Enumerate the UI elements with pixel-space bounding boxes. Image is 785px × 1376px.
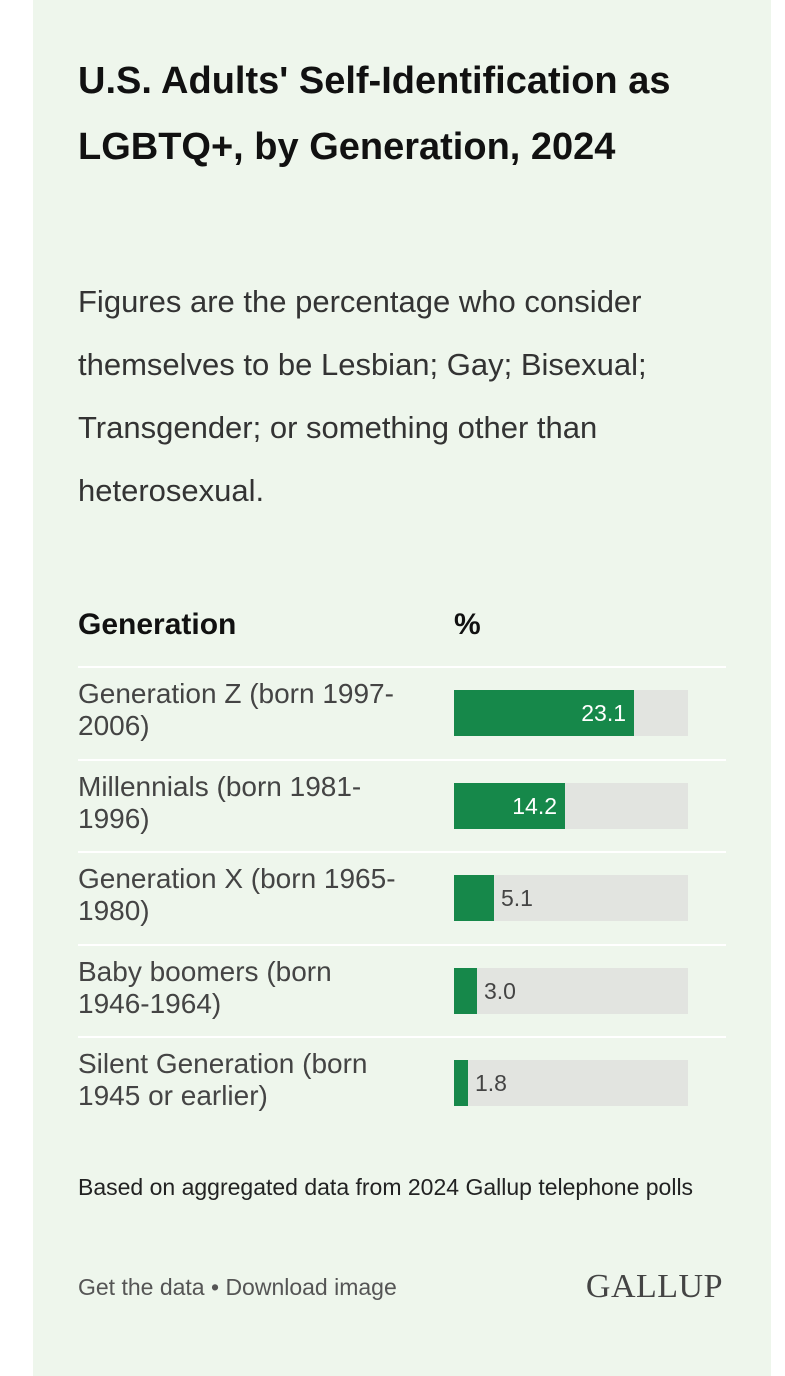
value-label: 23.1: [581, 700, 626, 726]
row-separator: [78, 1036, 726, 1038]
row-separator: [78, 851, 726, 853]
category-label: Baby boomers (born 1946-1964): [78, 956, 332, 1019]
row-separator: [78, 759, 726, 761]
category-label: Millennials (born 1981-1996): [78, 771, 362, 834]
bar: [454, 783, 565, 829]
row-separator: [78, 944, 726, 946]
bar-track: [454, 968, 688, 1014]
column-header-generation: Generation: [78, 608, 237, 641]
column-header-percent: %: [454, 608, 481, 641]
value-label: 1.8: [475, 1070, 507, 1096]
footer-separator: •: [210, 1274, 220, 1300]
get-data-link[interactable]: Get the data: [78, 1274, 205, 1300]
value-label: 3.0: [484, 978, 516, 1004]
footnote: Based on aggregated data from 2024 Gallu…: [78, 1174, 694, 1200]
bar: [454, 690, 634, 736]
bar-chart: Generation % Generation Z (born 1997-200…: [33, 0, 771, 1376]
category-label: Silent Generation (born 1945 or earlier): [78, 1048, 368, 1111]
category-label: Generation X (born 1965-1980): [78, 863, 396, 926]
chart-card: U.S. Adults' Self-Identification as LGBT…: [33, 0, 771, 1376]
value-label: 5.1: [501, 885, 533, 911]
bar: [454, 875, 494, 921]
gallup-logo: GALLUP: [585, 1268, 723, 1305]
bar: [454, 1060, 468, 1106]
value-label: 14.2: [512, 793, 557, 819]
row-separator: [78, 666, 726, 668]
category-label: Generation Z (born 1997-2006): [78, 678, 394, 741]
chart-subtitle: Figures are the percentage who consider …: [78, 284, 647, 508]
bar-track: [454, 1060, 688, 1106]
footer-links: Get the data • Download image: [78, 1274, 397, 1301]
bar: [454, 968, 477, 1014]
chart-title: U.S. Adults' Self-Identification as LGBT…: [78, 60, 671, 168]
download-image-link[interactable]: Download image: [225, 1274, 397, 1300]
